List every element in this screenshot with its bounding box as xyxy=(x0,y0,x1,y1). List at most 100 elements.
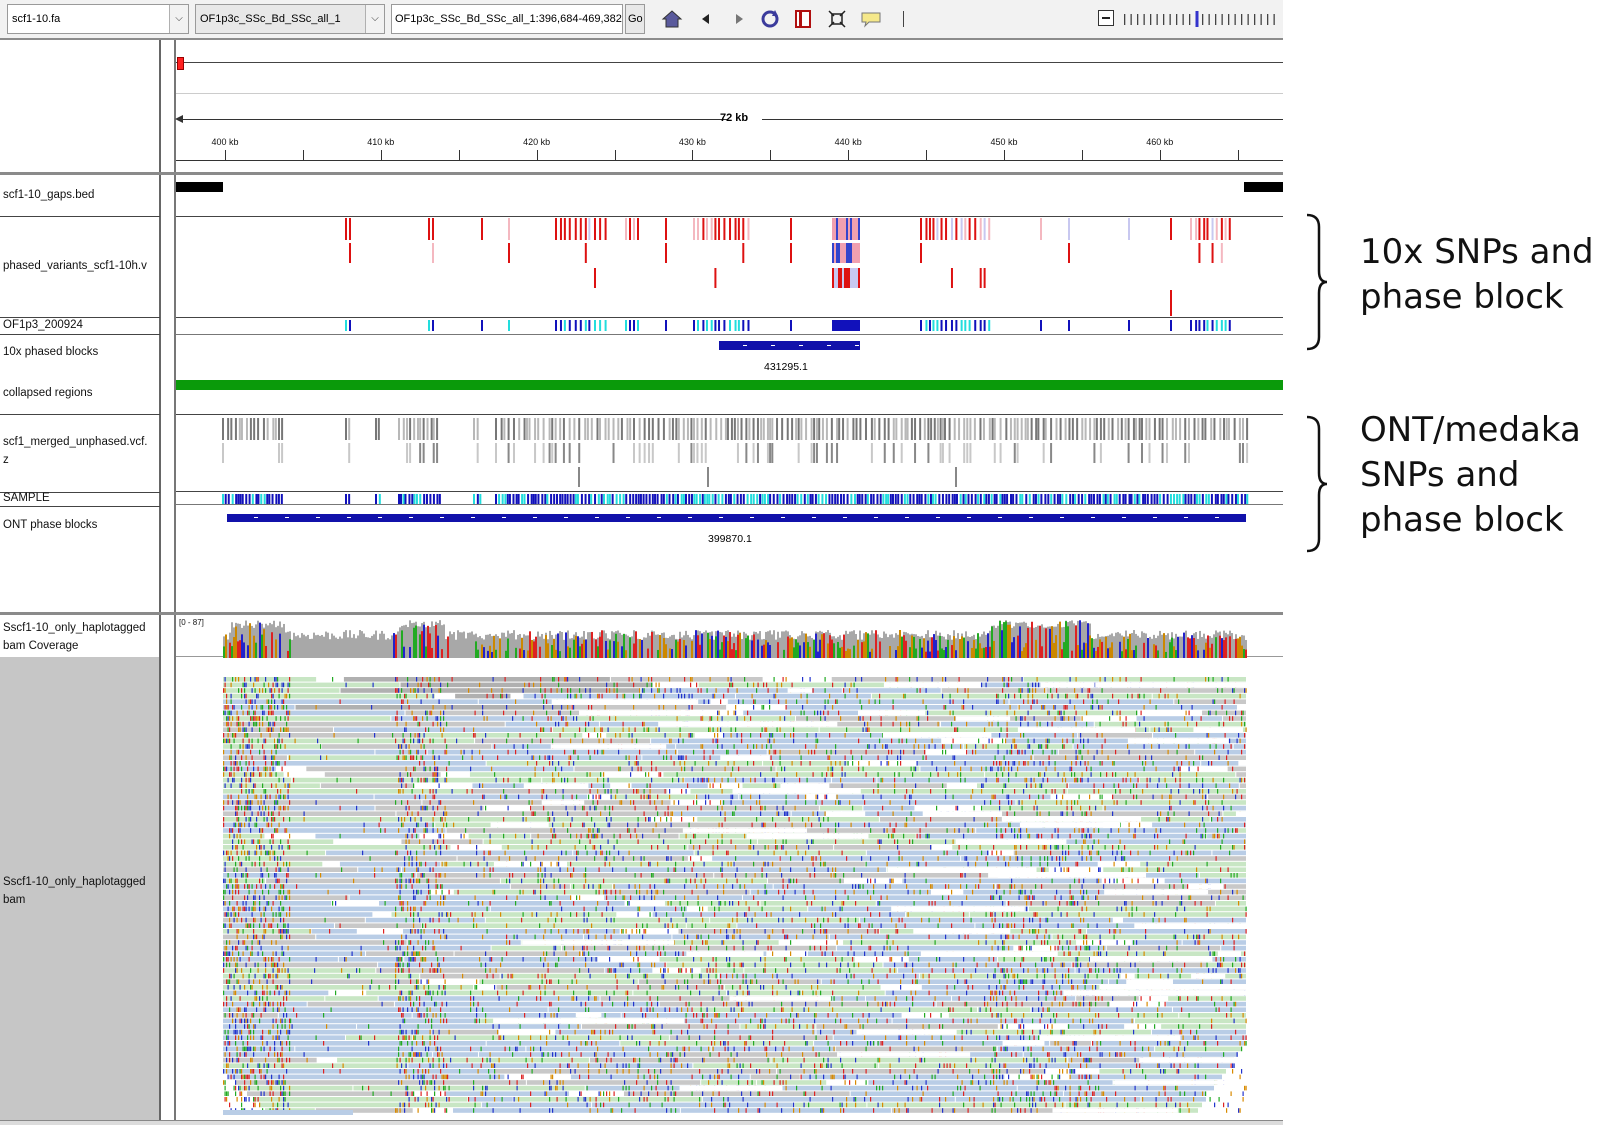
zoom-tick[interactable] xyxy=(1163,14,1165,25)
variant-call xyxy=(1084,418,1087,440)
read-mismatch xyxy=(260,1091,262,1096)
aligned-read xyxy=(719,973,919,979)
zoom-tick[interactable] xyxy=(1228,14,1230,25)
read-mismatch xyxy=(405,996,407,1001)
zoom-tick[interactable] xyxy=(1234,14,1236,25)
variant-call xyxy=(736,418,739,440)
read-mismatch xyxy=(567,1102,569,1108)
zoom-tick[interactable] xyxy=(1124,14,1126,25)
track-name-coverage[interactable]: Sscf1-10_only_haplotagged xyxy=(3,622,146,634)
variant-call xyxy=(1246,443,1249,463)
zoom-tick[interactable] xyxy=(1267,14,1269,25)
genome-data-view[interactable] xyxy=(0,0,1283,1125)
zoom-tick[interactable] xyxy=(1195,11,1199,27)
aligned-read xyxy=(1023,677,1246,682)
track-name-10x-blocks[interactable]: 10x phased blocks xyxy=(3,346,99,358)
variant-call xyxy=(914,443,917,463)
track-name-sample2[interactable]: SAMPLE xyxy=(3,492,50,504)
zoom-out-icon[interactable] xyxy=(1098,10,1114,26)
bam-label-panel[interactable] xyxy=(0,657,159,1123)
coverage-bar xyxy=(915,634,917,658)
coverage-bar xyxy=(337,638,339,658)
read-mismatch xyxy=(550,688,552,693)
zoom-tick[interactable] xyxy=(1260,14,1262,25)
fit-icon[interactable] xyxy=(826,8,848,30)
read-mismatch xyxy=(648,727,650,732)
gap-feature[interactable] xyxy=(176,182,223,192)
zoom-tick[interactable] xyxy=(1156,14,1158,25)
horizontal-scrollbar[interactable] xyxy=(0,1120,1283,1125)
read-mismatch xyxy=(636,833,638,839)
read-mismatch xyxy=(242,951,244,956)
read-mismatch xyxy=(600,794,602,800)
zoom-slider[interactable] xyxy=(1120,10,1283,28)
read-mismatch xyxy=(250,805,252,811)
genome-dropdown[interactable]: scf1-10.fa ⌵ xyxy=(7,4,189,34)
zoom-tick[interactable] xyxy=(1247,14,1249,25)
chevron-down-icon[interactable]: ⌵ xyxy=(365,5,384,33)
read-mismatch xyxy=(570,822,572,828)
track-name-bam[interactable]: Sscf1-10_only_haplotagged xyxy=(3,876,146,888)
zoom-tick[interactable] xyxy=(1176,14,1178,25)
read-mismatch xyxy=(278,912,280,917)
genotype-call xyxy=(541,494,544,504)
locus-input[interactable]: OF1p3c_SSc_Bd_SSc_all_1:396,684-469,382 xyxy=(391,4,623,34)
zoom-tick[interactable] xyxy=(1169,14,1171,25)
ont-phase-block[interactable] xyxy=(227,514,1246,522)
track-name-ont-blocks[interactable]: ONT phase blocks xyxy=(3,519,98,531)
aligned-read xyxy=(1099,1069,1226,1074)
zoom-tick[interactable] xyxy=(1137,14,1139,25)
read-mismatch xyxy=(649,800,651,805)
collapsed-region[interactable] xyxy=(176,380,1283,390)
read-mismatch xyxy=(281,1024,283,1029)
zoom-tick[interactable] xyxy=(1254,14,1256,25)
track-name-merged-vcf[interactable]: scf1_merged_unphased.vcf. xyxy=(3,436,148,448)
zoom-tick[interactable] xyxy=(1130,14,1132,25)
read-mismatch xyxy=(432,1013,434,1018)
zoom-tick[interactable] xyxy=(1273,14,1275,25)
region-icon[interactable] xyxy=(792,8,814,30)
aligned-read xyxy=(405,710,609,716)
read-mismatch xyxy=(429,800,431,805)
read-mismatch xyxy=(634,761,636,766)
read-mismatch xyxy=(278,878,280,884)
read-mismatch xyxy=(269,1091,271,1096)
zoom-tick[interactable] xyxy=(1215,14,1217,25)
gap-feature[interactable] xyxy=(1244,182,1283,192)
read-mismatch xyxy=(440,716,442,721)
track-name-gaps[interactable]: scf1-10_gaps.bed xyxy=(3,189,95,201)
read-mismatch xyxy=(269,850,271,856)
zoom-tick[interactable] xyxy=(1208,14,1210,25)
chevron-down-icon[interactable]: ⌵ xyxy=(169,5,188,33)
aligned-read xyxy=(223,839,334,844)
zoom-tick[interactable] xyxy=(1150,14,1152,25)
forward-icon[interactable] xyxy=(728,8,750,30)
zoom-tick[interactable] xyxy=(1221,14,1223,25)
genotype-call xyxy=(1015,494,1018,504)
track-name-phased-variants[interactable]: phased_variants_scf1-10h.v xyxy=(3,260,147,272)
go-button[interactable]: Go xyxy=(625,4,645,34)
track-name-sample1[interactable]: OF1p3_200924 xyxy=(3,319,83,331)
10x-phase-block[interactable] xyxy=(719,341,860,350)
variant-call xyxy=(740,418,743,440)
back-icon[interactable] xyxy=(695,8,717,30)
coverage-mismatch xyxy=(767,642,769,658)
track-name-collapsed[interactable]: collapsed regions xyxy=(3,387,93,399)
home-icon[interactable] xyxy=(661,8,683,30)
popup-icon[interactable] xyxy=(860,8,882,30)
zoom-tick[interactable] xyxy=(1143,14,1145,25)
aligned-read xyxy=(1103,867,1246,872)
refresh-icon[interactable] xyxy=(759,8,781,30)
ideogram-marker[interactable] xyxy=(177,57,184,70)
zoom-tick[interactable] xyxy=(1182,14,1184,25)
variant-call xyxy=(714,218,717,240)
read-mismatch xyxy=(399,889,401,895)
read-mismatch xyxy=(253,761,255,766)
read-mismatch xyxy=(440,901,442,906)
zoom-tick[interactable] xyxy=(1202,14,1204,25)
chromosome-dropdown[interactable]: OF1p3c_SSc_Bd_SSc_all_1 ⌵ xyxy=(195,4,385,34)
read-mismatch xyxy=(245,1074,247,1080)
read-mismatch xyxy=(281,934,283,940)
zoom-tick[interactable] xyxy=(1241,14,1243,25)
zoom-tick[interactable] xyxy=(1189,14,1191,25)
